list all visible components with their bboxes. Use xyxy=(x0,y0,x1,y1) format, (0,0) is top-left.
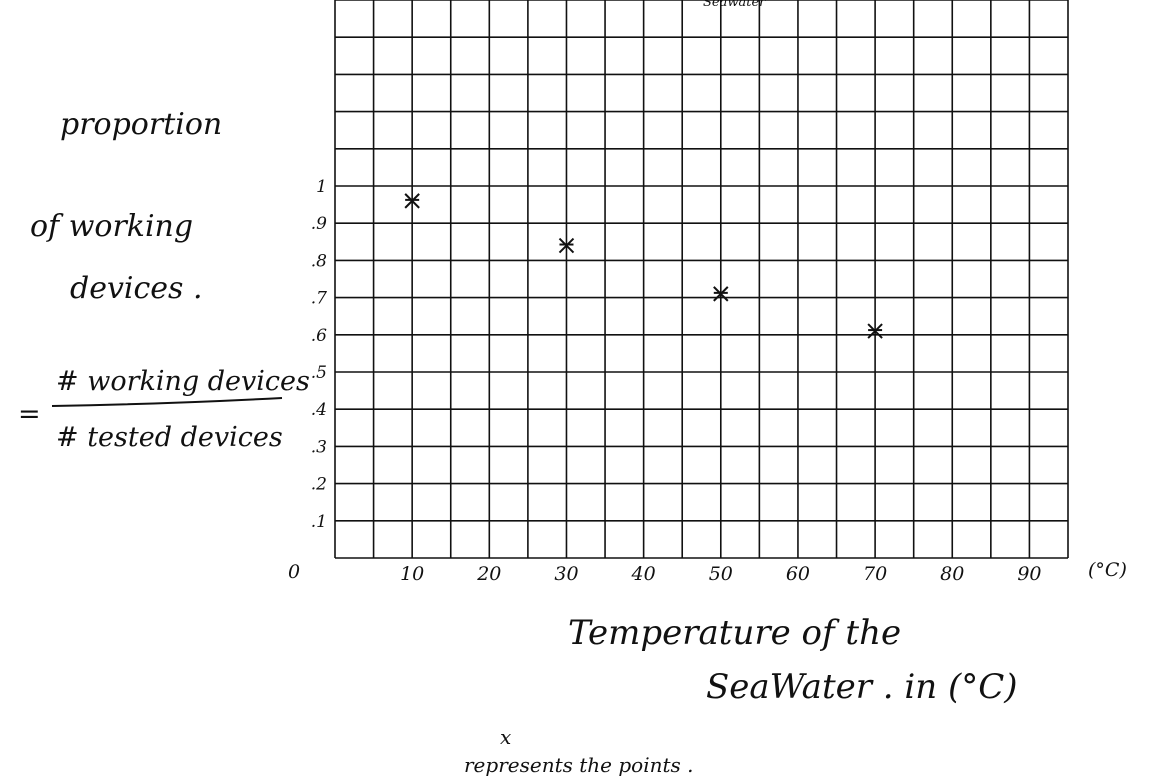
x-tick-labels: 10 20 30 40 50 60 70 80 90 xyxy=(400,563,1041,585)
y-axis-label-line-3: devices . xyxy=(70,271,203,306)
y-tick-label: .5 xyxy=(311,363,327,383)
y-tick-label: .9 xyxy=(311,214,327,234)
formula-equals: = xyxy=(18,399,41,430)
x-tick-label: 40 xyxy=(631,563,656,585)
legend-marker-note: x xyxy=(500,725,511,749)
y-tick-label: .3 xyxy=(311,437,327,457)
data-point xyxy=(867,323,883,339)
y-axis-label-line-1: proportion xyxy=(60,107,222,142)
x-tick-label: 20 xyxy=(476,563,501,585)
y-tick-label: .8 xyxy=(311,251,327,271)
legend-note: represents the points . xyxy=(464,753,693,777)
x-tick-label: 10 xyxy=(400,563,424,585)
y-tick-label: 1 xyxy=(316,177,327,197)
data-point xyxy=(404,193,420,209)
top-scrawl: Seawater xyxy=(703,0,766,10)
x-tick-label: 70 xyxy=(863,563,887,585)
x-axis-label-line-1: Temperature of the xyxy=(568,613,901,653)
plot-grid xyxy=(334,0,1069,559)
y-tick-label: .7 xyxy=(311,289,327,309)
x-unit-label: (°C) xyxy=(1088,559,1127,581)
y-tick-label: .1 xyxy=(311,512,327,532)
y-axis-label-line-2: of working xyxy=(30,209,193,244)
x-axis-label-line-2: SeaWater . in (°C) xyxy=(706,667,1018,707)
x-tick-label: 30 xyxy=(554,563,578,585)
x-origin-label: 0 xyxy=(288,561,300,583)
x-tick-label: 60 xyxy=(786,563,810,585)
x-tick-label: 50 xyxy=(709,563,733,585)
x-tick-label: 90 xyxy=(1017,563,1041,585)
y-tick-label: .6 xyxy=(311,326,327,346)
data-point xyxy=(713,286,729,302)
x-tick-label: 80 xyxy=(940,563,964,585)
y-tick-labels: .1 .2 .3 .4 .5 .6 .7 .8 .9 1 xyxy=(311,177,327,532)
data-points xyxy=(404,193,883,339)
fraction-bar xyxy=(51,397,283,407)
data-point xyxy=(558,237,575,254)
formula-numerator: # working devices xyxy=(56,366,310,397)
formula-denominator: # tested devices xyxy=(56,422,283,453)
y-tick-label: .2 xyxy=(311,475,327,495)
y-tick-label: .4 xyxy=(311,400,327,420)
